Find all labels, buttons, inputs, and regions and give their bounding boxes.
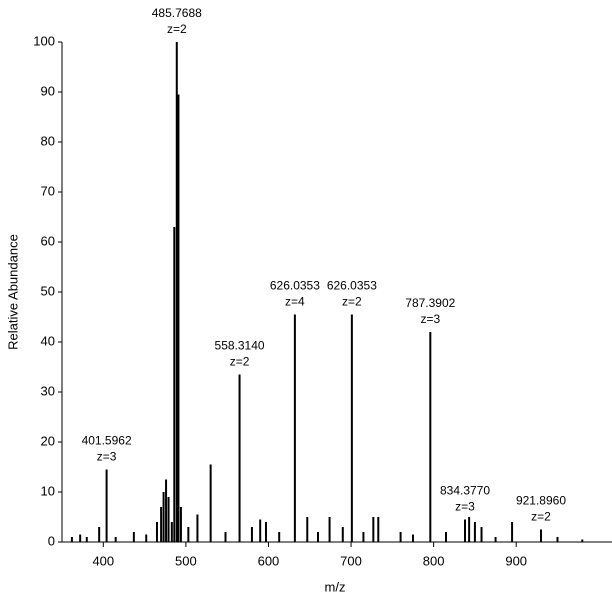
peak-label: 787.3902 <box>405 296 455 310</box>
y-tick-label: 0 <box>48 533 55 548</box>
peak-label: 626.0353 <box>270 279 320 293</box>
y-tick-label: 70 <box>41 183 55 198</box>
peak-label: z=3 <box>455 500 475 514</box>
peak-label: 834.3770 <box>440 484 490 498</box>
y-tick-label: 40 <box>41 333 55 348</box>
x-tick-label: 800 <box>423 553 445 568</box>
y-tick-label: 50 <box>41 283 55 298</box>
peak-label: z=2 <box>342 295 362 309</box>
peak-label: z=4 <box>285 295 305 309</box>
y-tick-label: 30 <box>41 383 55 398</box>
x-tick-label: 500 <box>175 553 197 568</box>
y-tick-label: 90 <box>41 83 55 98</box>
y-tick-label: 60 <box>41 233 55 248</box>
y-tick-label: 80 <box>41 133 55 148</box>
x-tick-label: 700 <box>340 553 362 568</box>
peak-label: 401.5962 <box>82 434 132 448</box>
peak-label: 626.0353 <box>327 279 377 293</box>
peak-label: 921.8960 <box>516 494 566 508</box>
x-tick-label: 900 <box>505 553 527 568</box>
peak-label: z=2 <box>531 510 551 524</box>
peak-label: z=2 <box>230 355 250 369</box>
peak-label: z=3 <box>420 312 440 326</box>
peak-label: z=3 <box>97 450 117 464</box>
y-axis-label: Relative Abundance <box>5 234 20 350</box>
y-tick-label: 10 <box>41 483 55 498</box>
peak-label: z=2 <box>167 22 187 36</box>
x-tick-label: 400 <box>92 553 114 568</box>
peak-label: 558.3140 <box>215 339 265 353</box>
peak-label: 485.7688 <box>152 6 202 20</box>
x-tick-label: 600 <box>258 553 280 568</box>
y-tick-label: 100 <box>33 33 55 48</box>
x-axis-label: m/z <box>325 579 346 594</box>
y-tick-label: 20 <box>41 433 55 448</box>
